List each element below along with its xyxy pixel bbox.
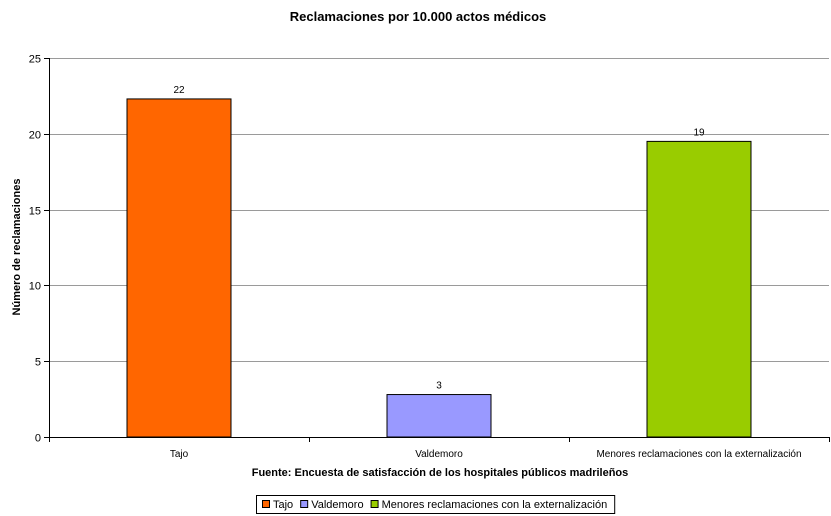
bar-1 [386, 394, 492, 438]
y-tick-label: 5 [35, 357, 41, 369]
x-axis-title: Fuente: Encuesta de satisfacción de los … [252, 467, 629, 479]
y-tick-label: 25 [29, 54, 41, 66]
legend-frame [256, 495, 616, 514]
data-labels: 22 3 19 [173, 85, 705, 392]
y-tick-label: 15 [29, 206, 41, 218]
y-tick-label: 20 [29, 130, 41, 142]
legend: Tajo Valdemoro Menores reclamaciones con l… [256, 495, 616, 514]
legend-swatch [300, 500, 309, 508]
legend-entry: Menores reclamaciones con la externaliza… [382, 499, 608, 511]
y-tick-labels: 0 5 10 15 20 25 [29, 54, 41, 445]
bar-0 [126, 98, 232, 438]
legend-entry: Tajo [273, 499, 293, 511]
bars [126, 98, 752, 438]
x-tick-labels: Tajo Valdemoro Menores reclamaciones con l… [170, 449, 802, 460]
legend-entry: Valdemoro [311, 499, 363, 511]
bar-2 [646, 140, 752, 438]
data-label: 19 [693, 127, 705, 138]
data-label: 3 [436, 381, 442, 392]
x-tick-label: Valdemoro [415, 449, 463, 460]
y-tick-label: 10 [29, 281, 41, 293]
legend-swatch [262, 500, 270, 508]
legend-swatch [370, 500, 379, 508]
y-tick-label: 0 [35, 433, 41, 445]
y-axis-title: Número de reclamaciones [11, 179, 23, 316]
x-tick-label: Menores reclamaciones con la externaliza… [596, 449, 801, 460]
data-label: 22 [173, 85, 185, 96]
x-tick-label: Tajo [170, 449, 189, 460]
chart-title: Reclamaciones por 10.000 actos médicos [290, 9, 547, 24]
